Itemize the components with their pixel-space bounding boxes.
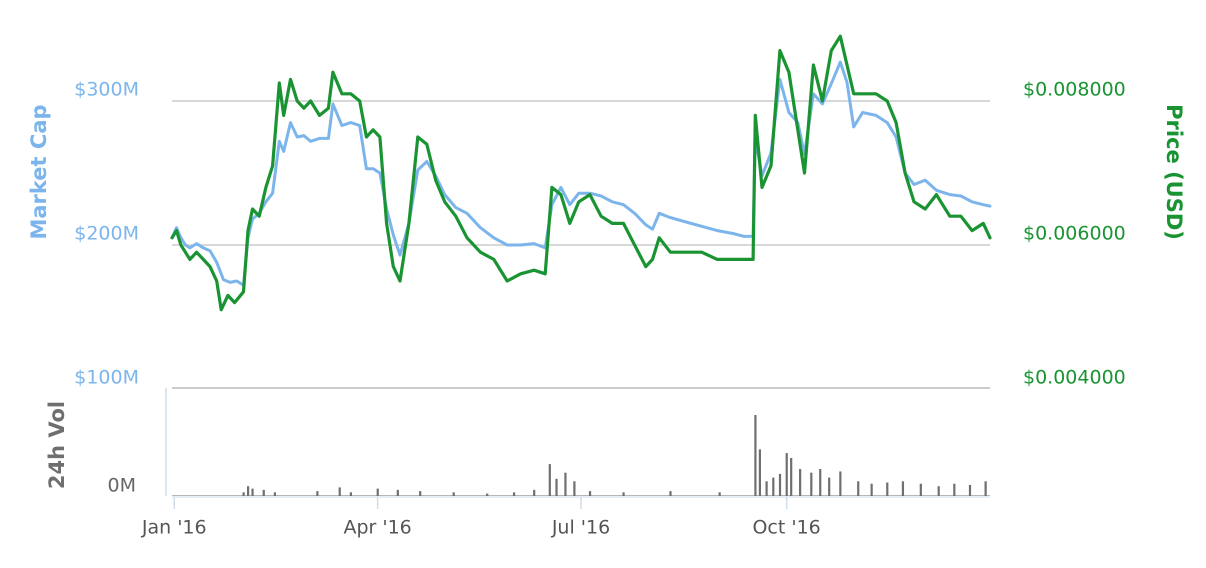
- volume-bar: [242, 492, 245, 496]
- volume-bar: [828, 477, 831, 496]
- volume-axis-title: 24h Vol: [45, 401, 69, 489]
- left-axis-tick-label: $100M: [74, 367, 139, 389]
- volume-bar: [573, 481, 576, 496]
- volume-bar: [588, 491, 592, 496]
- volume-bar: [273, 492, 277, 496]
- volume-bar: [396, 489, 399, 496]
- volume-bar: [857, 481, 860, 496]
- volume-bar: [419, 491, 422, 496]
- volume-bar: [548, 464, 551, 496]
- right-axis-title: Price (USD): [1162, 104, 1186, 240]
- volume-bar: [718, 492, 721, 496]
- volume-bar: [376, 488, 379, 496]
- volume-bar: [778, 473, 782, 496]
- volume-bar: [901, 481, 905, 496]
- volume-bar: [754, 415, 757, 496]
- volume-bar: [669, 491, 672, 496]
- volume-bar: [810, 472, 813, 496]
- x-axis-tick-label: Jul '16: [551, 517, 610, 539]
- x-axis-tick-label: Oct '16: [752, 517, 820, 539]
- volume-bar: [452, 492, 455, 496]
- volume-bar: [937, 486, 940, 496]
- right-axis-tick-label: $0.006000: [1023, 223, 1126, 245]
- volume-bar: [839, 471, 842, 496]
- volume-bar: [555, 478, 558, 496]
- volume-bar: [968, 484, 972, 496]
- price-line: [170, 34, 992, 312]
- volume-bar: [251, 488, 254, 496]
- volume-bar: [870, 483, 873, 496]
- volume-bar: [953, 483, 956, 496]
- axes: Market Cap Price (USD) 24h Vol $300M $200…: [27, 79, 1186, 539]
- left-axis-title: Market Cap: [27, 104, 51, 239]
- volume-bar: [246, 486, 250, 496]
- volume-bar: [886, 482, 889, 496]
- volume-bar: [564, 472, 567, 496]
- grid-lines: [165, 100, 990, 496]
- x-axis-tick-label: Apr '16: [343, 517, 411, 539]
- volume-bar: [758, 449, 761, 496]
- volume-bar: [772, 477, 775, 496]
- volume-axis-tick-label: 0M: [108, 475, 136, 497]
- volume-bar: [785, 453, 788, 496]
- volume-bar: [349, 492, 352, 496]
- volume-bar: [316, 491, 319, 496]
- volume-bar: [790, 457, 793, 496]
- left-axis-tick-label: $300M: [74, 79, 139, 101]
- left-axis-tick-label: $200M: [74, 223, 139, 245]
- volume-bar: [765, 481, 768, 496]
- right-axis-tick-label: $0.008000: [1023, 79, 1126, 101]
- volume-bar: [799, 469, 802, 496]
- volume-bar: [984, 481, 987, 496]
- right-axis-tick-label: $0.004000: [1023, 367, 1126, 389]
- x-axis-tick-label: Jan '16: [141, 517, 207, 539]
- volume-bar: [622, 492, 625, 496]
- volume-bar: [512, 492, 516, 496]
- volume-bar: [533, 489, 536, 496]
- volume-bar: [486, 493, 489, 496]
- plot-area: [170, 34, 992, 496]
- volume-bar: [338, 487, 341, 496]
- volume-bar: [262, 489, 265, 496]
- volume-bar: [819, 469, 822, 496]
- volume-bar: [919, 483, 922, 496]
